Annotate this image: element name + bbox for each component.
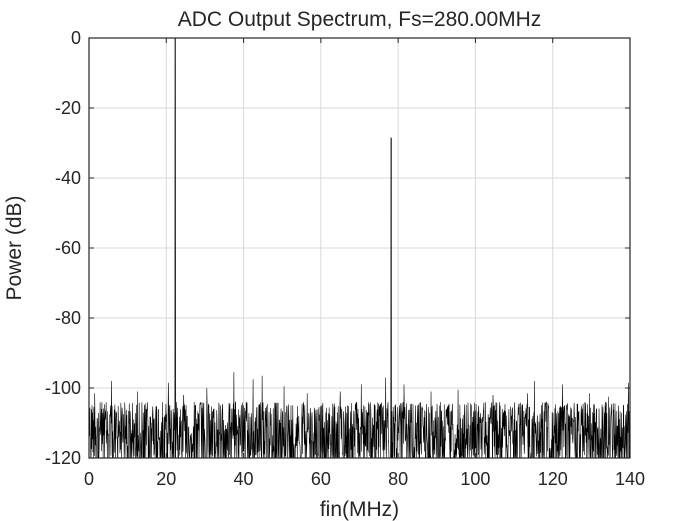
x-axis-ticks: 0 20 40 60 80 100 120 140 [84,38,645,489]
chart-title: ADC Output Spectrum, Fs=280.00MHz [178,8,542,31]
spectrum-line [88,37,631,460]
y-tick-label: -20 [55,98,81,118]
x-tick-label: 120 [538,469,568,489]
x-tick-label: 40 [234,469,254,489]
y-axis-ticks: 0 -20 -40 -60 -80 -100 -120 [45,28,630,468]
x-tick-label: 100 [460,469,490,489]
y-tick-label: -40 [55,168,81,188]
y-axis-label: Power (dB) [3,195,26,300]
x-tick-label: 20 [156,469,176,489]
x-axis-label: fin(MHz) [320,498,399,521]
y-tick-label: 0 [71,28,81,48]
x-tick-label: 80 [388,469,408,489]
spectrum-trace [88,37,631,460]
y-tick-label: -80 [55,308,81,328]
x-tick-label: 140 [615,469,645,489]
y-tick-label: -100 [45,378,81,398]
x-tick-label: 60 [311,469,331,489]
y-tick-label: -120 [45,448,81,468]
x-tick-label: 0 [84,469,94,489]
y-tick-label: -60 [55,238,81,258]
